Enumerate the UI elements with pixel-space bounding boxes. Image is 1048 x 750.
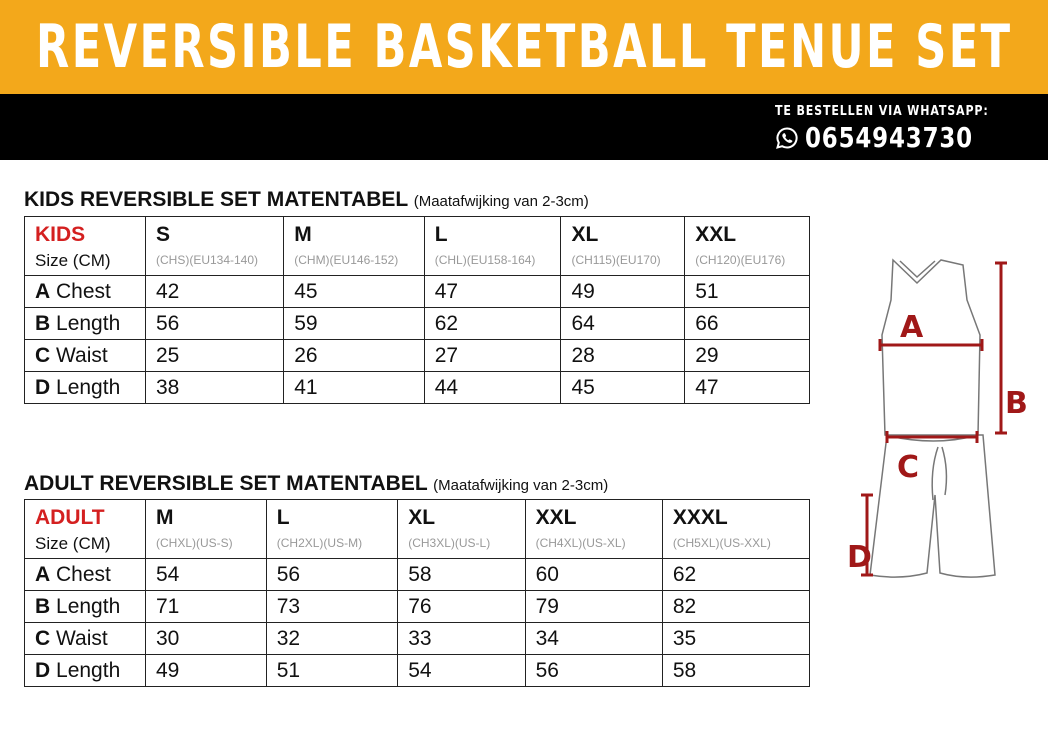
table-cell: 56 <box>265 558 399 591</box>
label-c: C <box>897 450 919 485</box>
table-cell: 58 <box>397 558 526 591</box>
table-cell: 35 <box>661 622 811 655</box>
table-cell: 62 <box>423 307 562 340</box>
measure-label: C Waist <box>24 339 146 372</box>
table-row: D Length 49 51 54 56 58 <box>24 654 811 687</box>
table-cell: 82 <box>661 590 811 623</box>
table-cell: 51 <box>265 654 399 687</box>
jersey-outline <box>881 258 981 442</box>
table-cell: 49 <box>145 654 267 687</box>
table-cell: 54 <box>397 654 526 687</box>
table-cell: 41 <box>283 371 425 404</box>
table-cell: 25 <box>144 339 285 372</box>
table-cell: 30 <box>145 622 267 655</box>
table-cell: 49 <box>560 275 686 308</box>
adult-table-title: ADULT REVERSIBLE SET MATENTABEL (Maatafw… <box>24 472 609 495</box>
table-cell: 60 <box>524 558 663 591</box>
table-cell: 56 <box>524 654 663 687</box>
label-b: B <box>1005 386 1028 421</box>
table-cell: 27 <box>423 339 562 372</box>
order-label: TE BESTELLEN VIA WHATSAPP: <box>774 104 989 119</box>
kids-table-title: KIDS REVERSIBLE SET MATENTABEL (Maatafwi… <box>24 188 589 211</box>
table-row: A Chest 42 45 47 49 51 <box>24 275 810 308</box>
table-cell: 42 <box>144 275 285 308</box>
kids-size-table: KIDS Size (CM) S (CHS)(EU134-140) M (CHM)(EU1… <box>24 216 810 404</box>
table-cell: 33 <box>397 622 526 655</box>
size-header: XL (CH3XL)(US-L) <box>397 499 526 559</box>
table-cell: 71 <box>145 590 267 623</box>
adult-size-table: ADULT Size (CM) M (CHXL)(US-S) L (CH2XL)(US-M… <box>24 499 811 687</box>
size-header: M (CHXL)(US-S) <box>145 499 267 559</box>
table-cell: 26 <box>283 339 425 372</box>
whatsapp-icon <box>775 126 798 149</box>
table-cell: 76 <box>397 590 526 623</box>
table-cell: 73 <box>265 590 399 623</box>
measure-label: D Length <box>24 371 146 404</box>
size-header: XXL (CH4XL)(US-XL) <box>524 499 663 559</box>
measure-label: C Waist <box>24 622 146 655</box>
size-header: M (CHM)(EU146-152) <box>283 216 425 276</box>
category-label: KIDS <box>35 223 86 246</box>
table-cell: 32 <box>265 622 399 655</box>
size-header: XXL (CH120)(EU176) <box>684 216 810 276</box>
phone-number[interactable]: 0654943730 <box>804 121 973 154</box>
table-cell: 34 <box>524 622 663 655</box>
measure-label: A Chest <box>24 275 146 308</box>
table-cell: 29 <box>684 339 810 372</box>
size-header: XXXL (CH5XL)(US-XXL) <box>661 499 811 559</box>
size-header: S (CHS)(EU134-140) <box>144 216 285 276</box>
table-cell: 45 <box>283 275 425 308</box>
table-cell: 62 <box>661 558 811 591</box>
measure-label: B Length <box>24 307 146 340</box>
size-header: XL (CH115)(EU170) <box>560 216 686 276</box>
shorts-outline <box>869 434 996 578</box>
table-cell: 47 <box>684 371 810 404</box>
garment-diagram: A B C D <box>847 258 1028 578</box>
table-cell: 54 <box>145 558 267 591</box>
header-row: KIDS Size (CM) S (CHS)(EU134-140) M (CHM)(EU1… <box>24 216 810 276</box>
banner: REVERSIBLE BASKETBALL TENUE SET <box>0 0 1048 94</box>
unit-label: Size (CM) <box>35 534 111 553</box>
table-cell: 79 <box>524 590 663 623</box>
table-cell: 44 <box>423 371 562 404</box>
table-cell: 38 <box>144 371 285 404</box>
measure-label: A Chest <box>24 558 146 591</box>
label-d: D <box>847 540 872 575</box>
table-cell: 45 <box>560 371 686 404</box>
size-header: L (CHL)(EU158-164) <box>423 216 562 276</box>
table-cell: 28 <box>560 339 686 372</box>
table-cell: 47 <box>423 275 562 308</box>
table-cell: 51 <box>684 275 810 308</box>
category-label: ADULT <box>35 506 105 529</box>
table-row: D Length 38 41 44 45 47 <box>24 371 810 404</box>
measure-label: D Length <box>24 654 146 687</box>
table-row: C Waist 30 32 33 34 35 <box>24 622 811 655</box>
size-header: L (CH2XL)(US-M) <box>265 499 399 559</box>
unit-label: Size (CM) <box>35 251 111 270</box>
header-row: ADULT Size (CM) M (CHXL)(US-S) L (CH2XL)(US-M… <box>24 499 811 559</box>
table-cell: 66 <box>684 307 810 340</box>
table-cell: 59 <box>283 307 425 340</box>
whatsapp-contact: TE BESTELLEN VIA WHATSAPP: 0654943730 <box>775 104 1026 154</box>
label-a: A <box>900 310 924 345</box>
table-row: A Chest 54 56 58 60 62 <box>24 558 811 591</box>
table-row: B Length 71 73 76 79 82 <box>24 590 811 623</box>
table-cell: 58 <box>661 654 811 687</box>
measure-label: B Length <box>24 590 146 623</box>
page-title: REVERSIBLE BASKETBALL TENUE SET <box>35 12 1013 82</box>
table-cell: 56 <box>144 307 285 340</box>
table-row: C Waist 25 26 27 28 29 <box>24 339 810 372</box>
table-row: B Length 56 59 62 64 66 <box>24 307 810 340</box>
table-cell: 64 <box>560 307 686 340</box>
contact-bar <box>0 94 1048 160</box>
